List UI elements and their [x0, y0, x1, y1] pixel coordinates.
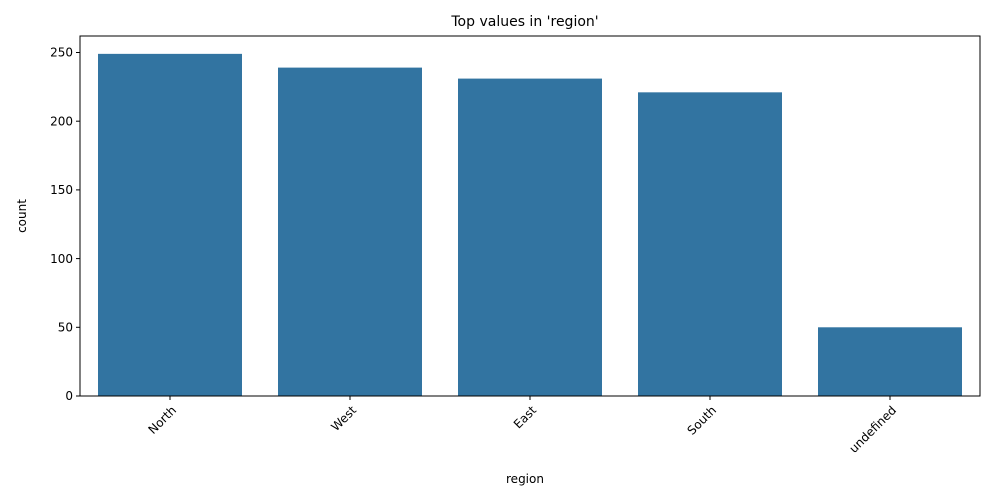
y-tick-label: 150: [50, 183, 73, 197]
plot-frame: [79, 35, 981, 397]
bar-east: [458, 78, 602, 396]
bars-group: [98, 53, 962, 396]
bar-undefined: [818, 327, 962, 396]
x-tick-label: South: [685, 403, 720, 438]
x-axis-label: region: [506, 472, 544, 486]
x-axis: North West East South undefined: [145, 396, 899, 456]
x-tick-label: undefined: [847, 403, 900, 456]
y-tick-label: 200: [50, 114, 73, 128]
bar-north: [98, 53, 242, 396]
y-tick-label: 250: [50, 46, 73, 60]
x-tick-label: North: [145, 403, 179, 437]
chart-title: Top values in 'region': [450, 14, 598, 30]
bar-west: [278, 67, 422, 396]
y-axis: 0 50 100 150 200 250: [50, 46, 80, 403]
y-axis-label: count: [15, 199, 29, 233]
y-tick-label: 50: [58, 320, 73, 334]
bar-south: [638, 92, 782, 396]
x-tick-label: West: [328, 403, 359, 434]
y-tick-label: 100: [50, 252, 73, 266]
y-tick-label: 0: [65, 389, 73, 403]
x-tick-label: East: [511, 403, 539, 431]
